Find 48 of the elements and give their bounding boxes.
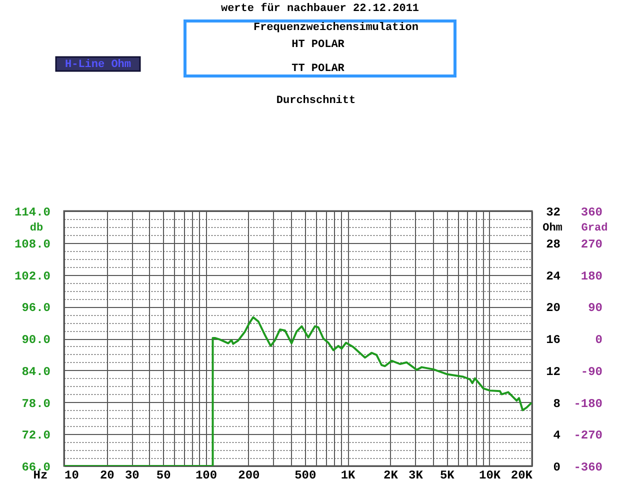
- text: TT POLAR: [292, 63, 345, 75]
- x-tick-label: 20K: [510, 468, 534, 480]
- y3-tick-label: 0: [595, 333, 602, 347]
- chart-title: werte für nachbauer 22.12.2011: [220, 2, 420, 15]
- x-tick-label: 500: [294, 468, 316, 480]
- text: Frequenzweichensimulation: [253, 22, 419, 34]
- y-tick-label: 114.0: [14, 206, 50, 220]
- text: HT POLAR: [292, 39, 345, 51]
- y3-tick-label: 270: [580, 237, 602, 252]
- chart-subtitle: Durchschnitt: [276, 95, 356, 107]
- x-tick-label: 30: [124, 468, 140, 480]
- y2-tick-label: 32: [546, 206, 560, 220]
- y3-tick-label: -360: [574, 460, 602, 474]
- y-tick-label: 96.0: [22, 301, 50, 316]
- x-tick-label: 5K: [440, 468, 456, 480]
- x-tick-label: 10: [64, 468, 79, 480]
- y3-axis-title: Grad: [581, 222, 608, 234]
- x-tick-label: 10K: [479, 468, 502, 480]
- y3-tick-label: 360: [580, 206, 602, 220]
- y2-tick-label: 12: [546, 364, 560, 379]
- x-tick-label: 200: [238, 468, 260, 480]
- x-tick-label: 3K: [408, 468, 424, 480]
- y2-tick-label: 4: [553, 428, 560, 443]
- y2-tick-label: 16: [546, 333, 560, 347]
- x-tick-label: 20: [100, 468, 114, 480]
- y-tick-label: 72.0: [22, 428, 50, 443]
- y-tick-label: 90.0: [22, 333, 50, 347]
- y-tick-label: 102.0: [14, 269, 50, 284]
- y3-tick-label: -180: [574, 396, 602, 411]
- x-tick-label: 1K: [340, 468, 356, 480]
- y-tick-label: 84.0: [22, 364, 50, 379]
- y2-tick-label: 20: [546, 301, 560, 316]
- y-tick-label: 78.0: [22, 396, 50, 411]
- y-tick-label: 108.0: [14, 237, 50, 252]
- y2-tick-label: 8: [553, 396, 560, 411]
- text: H-Line Ohm: [64, 59, 132, 71]
- y3-tick-label: 90: [588, 301, 602, 316]
- y-axis-title: db: [30, 222, 44, 234]
- x-tick-label: 2K: [384, 468, 399, 480]
- y2-axis-title: Ohm: [542, 222, 563, 234]
- y2-tick-label: 24: [546, 269, 560, 284]
- y3-tick-label: 180: [580, 269, 602, 284]
- y3-tick-label: -270: [574, 428, 602, 443]
- y2-tick-label: 0: [553, 460, 560, 474]
- y3-tick-label: -90: [580, 364, 602, 379]
- x-tick-label: 100: [195, 468, 218, 480]
- x-tick-label: 50: [156, 468, 171, 480]
- y2-tick-label: 28: [546, 237, 560, 252]
